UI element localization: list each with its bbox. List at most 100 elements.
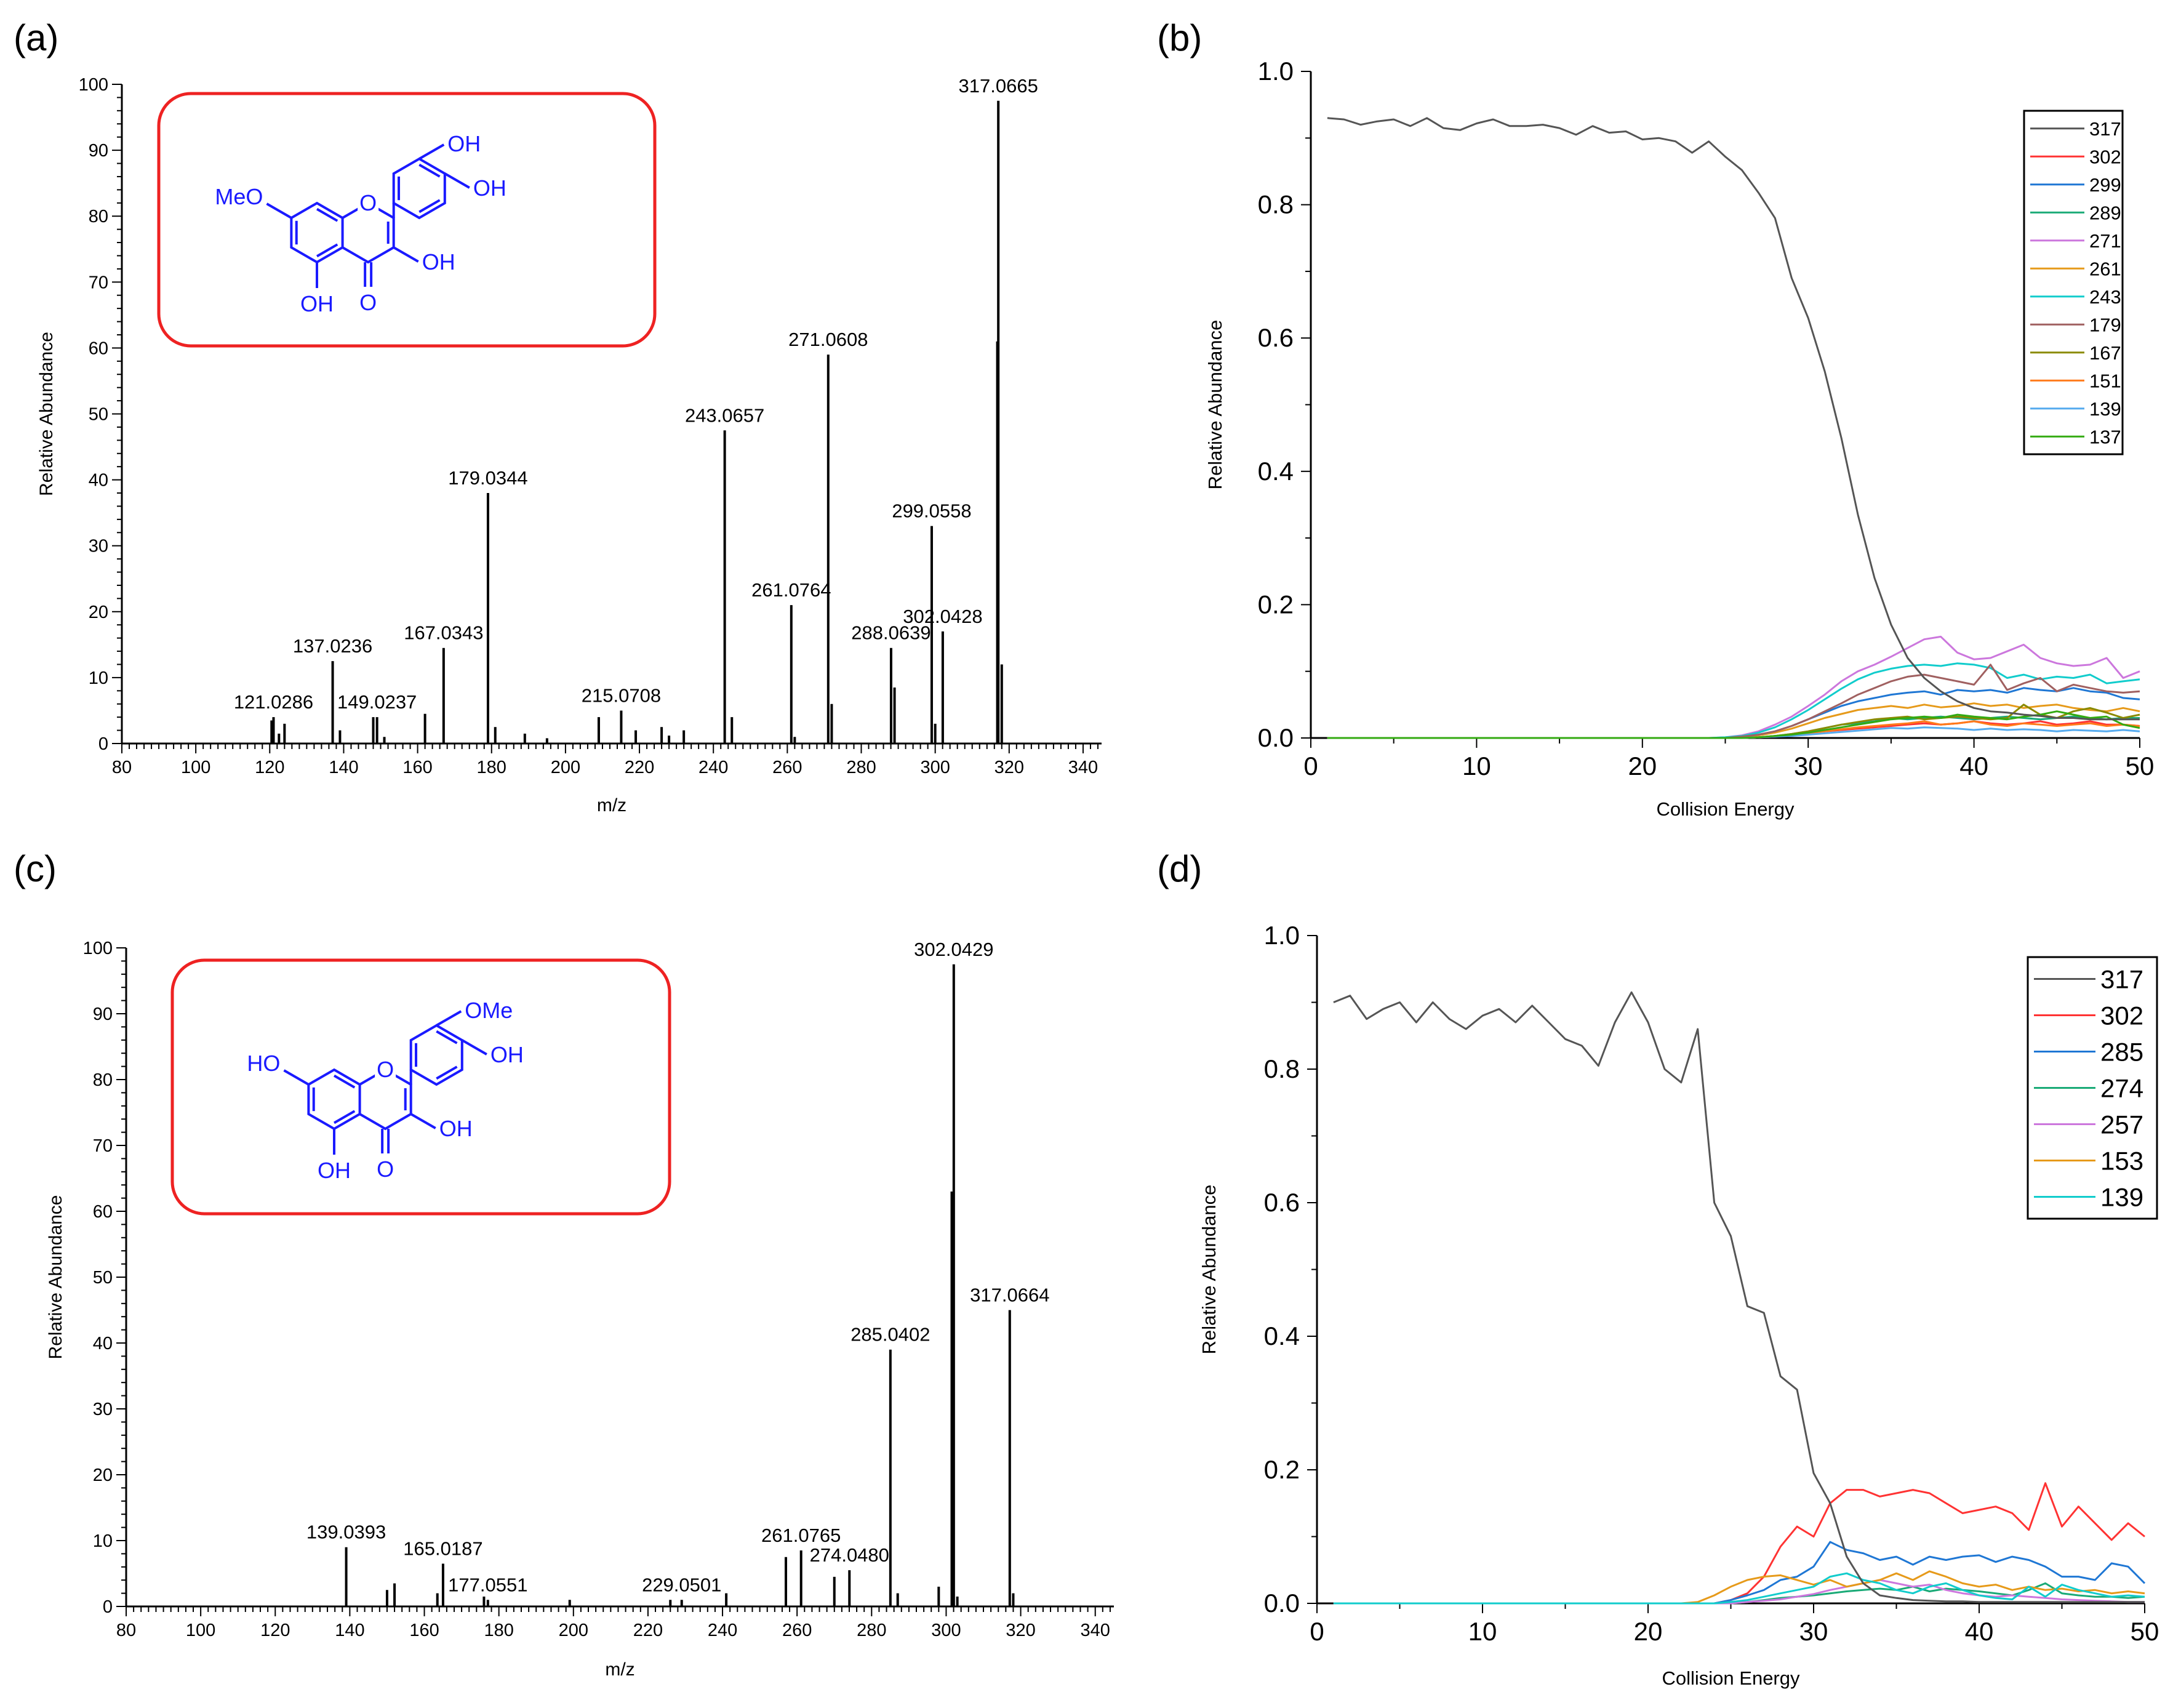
- x-tick-label: 30: [1799, 1617, 1828, 1646]
- y-tick-label: 0.2: [1264, 1455, 1300, 1484]
- panel-letter: (d): [1157, 848, 1202, 889]
- series-line: [1327, 704, 2140, 739]
- series-line: [1333, 1482, 2145, 1605]
- x-tick-label: 340: [1081, 1621, 1110, 1640]
- x-tick-label: 220: [625, 758, 654, 777]
- double-bond: [436, 1065, 458, 1080]
- x-tick-label: 120: [260, 1621, 290, 1640]
- peak-label: 274.0480: [810, 1544, 889, 1566]
- peak-label: 317.0665: [959, 75, 1038, 97]
- legend-label: 153: [2100, 1147, 2143, 1176]
- peak-label: 215.0708: [582, 684, 661, 706]
- x-tick-label: 20: [1634, 1617, 1663, 1646]
- x-tick-label: 320: [994, 758, 1024, 777]
- x-tick-label: 0: [1303, 752, 1318, 780]
- substituent-label: HO: [247, 1051, 280, 1076]
- y-tick-label: 1.0: [1264, 921, 1300, 950]
- panel-b: (b) 0 10 20 30 40 50 0.0 0.2 0.4 0.6 0.8 1.0 Collisio…: [1157, 17, 2154, 820]
- substituent-label: O: [377, 1157, 394, 1182]
- substituent-bond: [461, 1039, 487, 1056]
- panel-letter: (a): [14, 17, 58, 58]
- substituent-label: OH: [300, 291, 334, 316]
- substituent-label: OH: [473, 175, 506, 201]
- peak-label: 177.0551: [448, 1574, 527, 1595]
- substituent-bond: [436, 1010, 462, 1027]
- double-bond: [316, 243, 338, 258]
- x-tick-label: 180: [477, 758, 506, 777]
- double-bond: [418, 199, 441, 214]
- y-tick-label: 0.2: [1258, 590, 1294, 619]
- legend-label: 179: [2089, 314, 2121, 335]
- x-tick-label: 260: [772, 758, 802, 777]
- legend-label: 317: [2100, 965, 2143, 994]
- legend-label: 167: [2089, 342, 2121, 364]
- ring-oxygen-label: O: [359, 190, 377, 215]
- y-tick-label: 10: [93, 1531, 113, 1551]
- y-tick-label: 0.0: [1258, 723, 1294, 752]
- x-tick-label: 140: [329, 758, 358, 777]
- substituent-label: OH: [439, 1116, 473, 1141]
- x-tick-label: 40: [1965, 1617, 1994, 1646]
- y-tick-label: 100: [83, 939, 113, 958]
- y-tick-label: 0.8: [1258, 190, 1294, 219]
- series-line: [1327, 715, 2140, 739]
- legend-label: 299: [2089, 174, 2121, 196]
- y-tick-label: 10: [89, 668, 108, 688]
- legend-label: 285: [2100, 1038, 2143, 1067]
- substituent-bond: [393, 246, 419, 263]
- peak-label: 288.0639: [851, 622, 930, 644]
- series-line: [1327, 662, 2140, 739]
- substituent-label: O: [359, 290, 377, 315]
- x-tick-label: 50: [2126, 752, 2155, 780]
- double-bond: [316, 207, 338, 222]
- x-tick-label: 160: [402, 758, 432, 777]
- legend-label: 289: [2089, 202, 2121, 223]
- substituent-label: OMe: [465, 998, 513, 1023]
- y-axis-label: Relative Abundance: [36, 332, 57, 496]
- peak-label: 165.0187: [403, 1538, 482, 1559]
- peak-label: 317.0664: [970, 1285, 1049, 1306]
- legend-label: 271: [2089, 230, 2121, 252]
- legend-label: 137: [2089, 426, 2121, 447]
- y-tick-label: 0.4: [1258, 457, 1294, 486]
- x-tick-label: 80: [112, 758, 132, 777]
- double-bond: [333, 1110, 356, 1125]
- x-axis-label: m/z: [605, 1659, 634, 1680]
- ring-oxygen-mask: [358, 190, 379, 210]
- peak-label: 285.0402: [850, 1324, 930, 1345]
- structure-box: [170, 958, 671, 1216]
- y-tick-label: 80: [93, 1070, 113, 1090]
- legend-label: 151: [2089, 370, 2121, 391]
- y-tick-label: 90: [89, 141, 108, 161]
- peak-label: 271.0608: [788, 329, 868, 350]
- x-tick-label: 240: [698, 758, 728, 777]
- substituent-bond: [283, 1069, 310, 1086]
- series-line: [1327, 710, 2140, 739]
- y-axis-label: Relative Abundance: [1198, 1185, 1220, 1355]
- substituent-label: OH: [422, 249, 455, 275]
- substituent-label: OH: [490, 1042, 524, 1067]
- y-axis-label: Relative Abundance: [46, 1195, 66, 1360]
- y-tick-label: 30: [93, 1400, 113, 1419]
- y-tick-label: 70: [93, 1136, 113, 1156]
- y-tick-label: 0.4: [1264, 1321, 1300, 1350]
- peak-label: 299.0558: [892, 500, 971, 522]
- y-tick-label: 0.6: [1264, 1188, 1300, 1217]
- legend-label: 261: [2089, 258, 2121, 279]
- x-tick-label: 260: [782, 1621, 812, 1640]
- substituent-bond: [444, 172, 470, 189]
- x-tick-label: 300: [920, 758, 950, 777]
- series-line: [1333, 1541, 2146, 1605]
- panel-d: (d) 0 10 20 30 40 50 0.0 0.2 0.4 0.6 0.8 1.0 Collisio…: [1157, 848, 2159, 1689]
- y-tick-label: 0.8: [1264, 1054, 1300, 1083]
- peak-label: 261.0765: [761, 1525, 841, 1546]
- legend-label: 274: [2100, 1074, 2143, 1103]
- peak-label: 261.0764: [751, 579, 831, 601]
- y-tick-label: 0: [103, 1597, 113, 1617]
- substituent-label: OH: [318, 1158, 351, 1183]
- panel-c: (c)80 100 120 140 160 180 200 220 240 260 280 300 32…: [14, 848, 1114, 1680]
- panel-letter: (c): [14, 848, 57, 889]
- structure-box: [157, 92, 657, 348]
- x-tick-label: 120: [255, 758, 284, 777]
